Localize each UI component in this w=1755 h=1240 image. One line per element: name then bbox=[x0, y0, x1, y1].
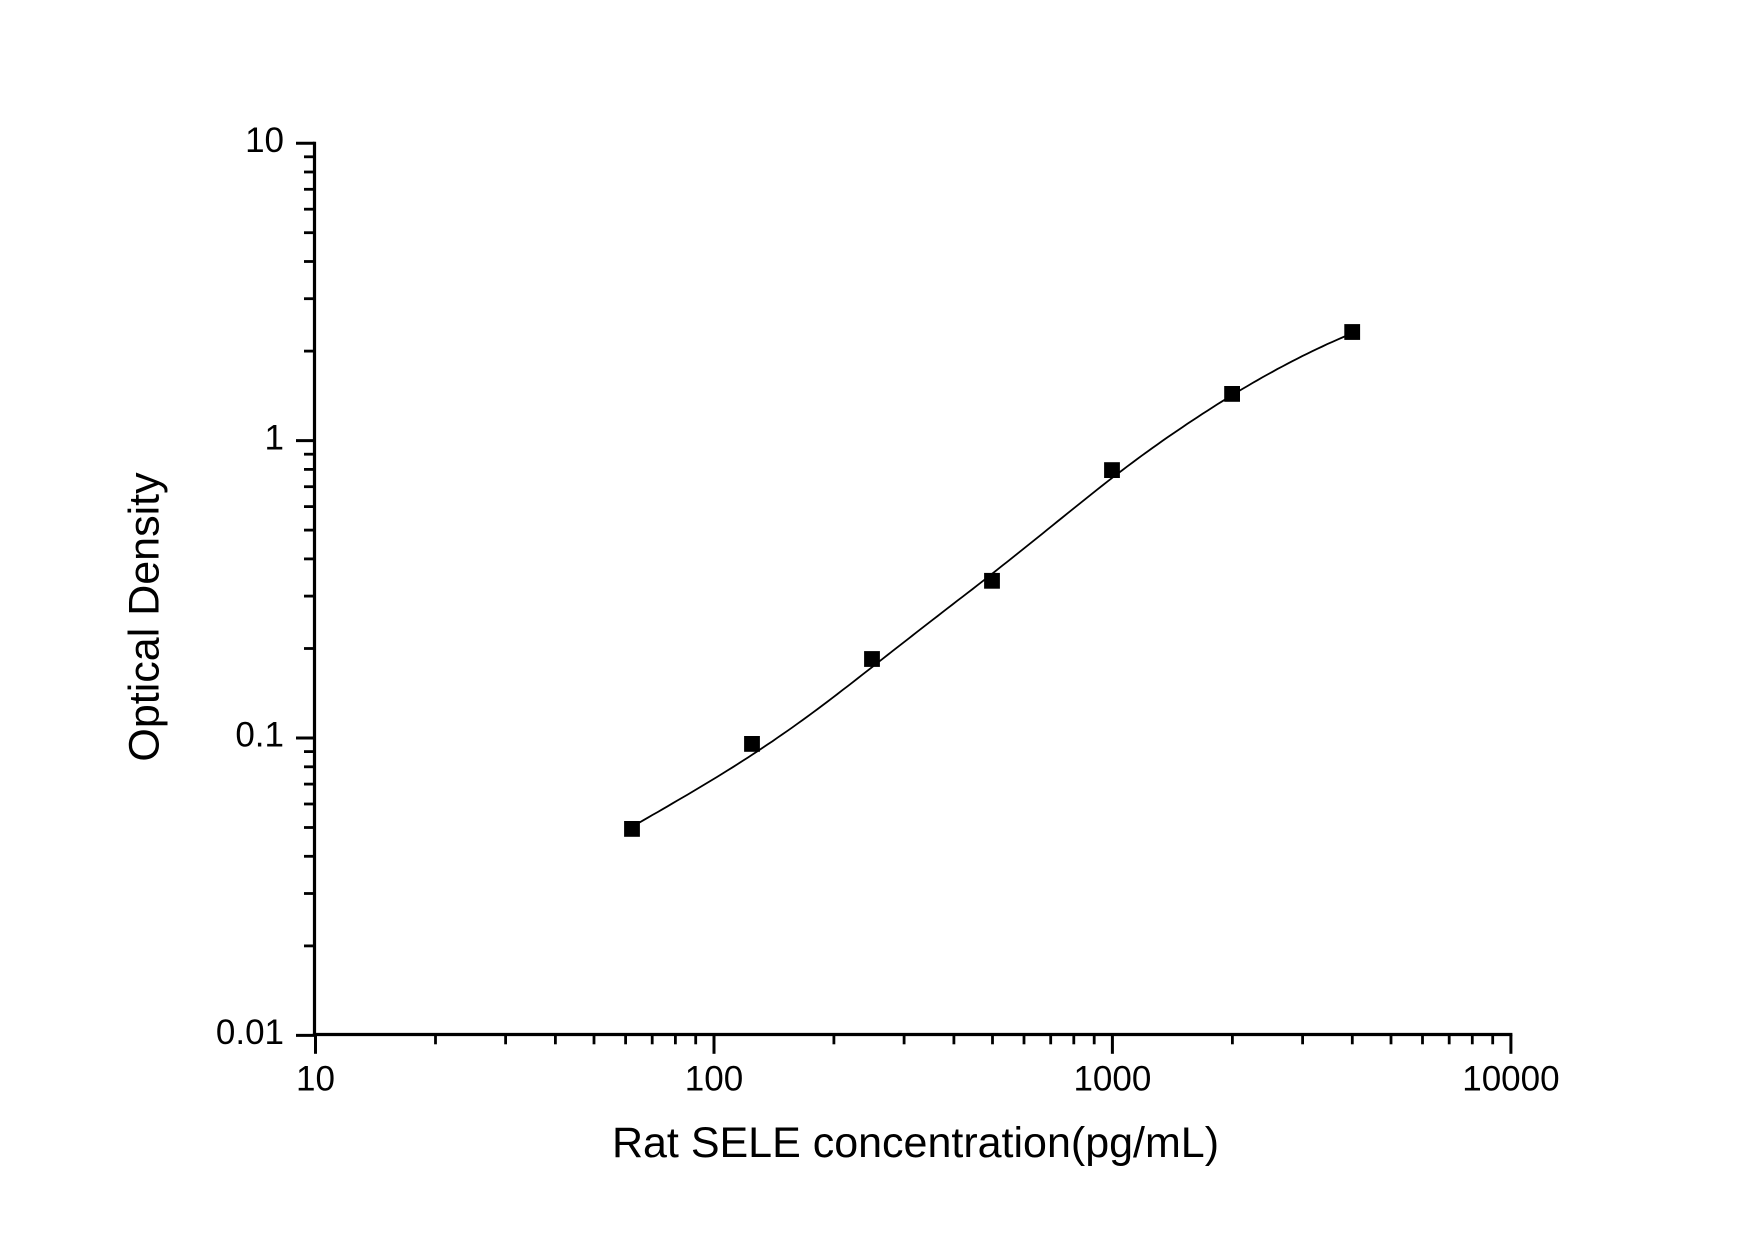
svg-text:Optical Density: Optical Density bbox=[121, 472, 169, 762]
svg-text:0.1: 0.1 bbox=[235, 716, 284, 755]
svg-text:1000: 1000 bbox=[1073, 1060, 1151, 1099]
svg-text:10: 10 bbox=[296, 1060, 335, 1099]
svg-text:10000: 10000 bbox=[1462, 1060, 1559, 1099]
svg-text:1: 1 bbox=[265, 418, 284, 457]
svg-text:0.01: 0.01 bbox=[216, 1013, 284, 1052]
svg-text:10: 10 bbox=[245, 121, 284, 160]
svg-text:Rat SELE concentration(pg/mL): Rat SELE concentration(pg/mL) bbox=[612, 1119, 1219, 1167]
svg-text:100: 100 bbox=[685, 1060, 743, 1099]
